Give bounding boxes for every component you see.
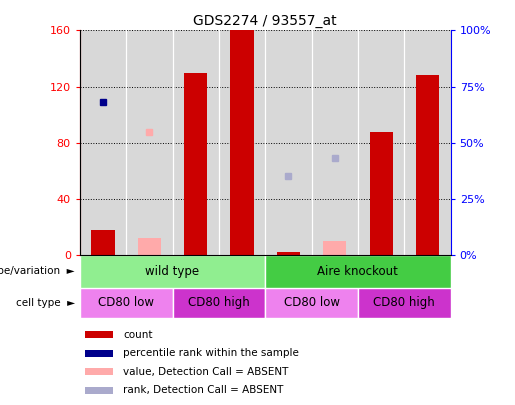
Bar <box>184 72 207 255</box>
Bar <box>277 252 300 255</box>
Text: percentile rank within the sample: percentile rank within the sample <box>123 348 299 358</box>
Bar <box>85 368 113 375</box>
Bar <box>416 75 439 255</box>
Bar <box>265 255 451 288</box>
Bar <box>138 238 161 255</box>
Bar <box>85 350 113 357</box>
Bar <box>92 230 114 255</box>
Bar <box>358 288 451 318</box>
Text: CD80 high: CD80 high <box>188 296 250 309</box>
Bar <box>85 331 113 338</box>
Text: Aire knockout: Aire knockout <box>317 265 399 278</box>
Text: CD80 low: CD80 low <box>284 296 339 309</box>
Text: cell type  ►: cell type ► <box>15 298 75 308</box>
Bar <box>265 288 358 318</box>
Bar <box>231 30 253 255</box>
Bar <box>323 241 346 255</box>
Text: rank, Detection Call = ABSENT: rank, Detection Call = ABSENT <box>123 386 283 395</box>
Bar <box>173 288 265 318</box>
Text: genotype/variation  ►: genotype/variation ► <box>0 266 75 276</box>
Text: count: count <box>123 330 152 339</box>
Text: CD80 low: CD80 low <box>98 296 154 309</box>
Bar <box>80 255 265 288</box>
Bar <box>369 132 392 255</box>
Bar <box>85 387 113 394</box>
Title: GDS2274 / 93557_at: GDS2274 / 93557_at <box>194 14 337 28</box>
Text: value, Detection Call = ABSENT: value, Detection Call = ABSENT <box>123 367 288 377</box>
Text: wild type: wild type <box>145 265 200 278</box>
Text: CD80 high: CD80 high <box>373 296 435 309</box>
Bar <box>80 288 173 318</box>
